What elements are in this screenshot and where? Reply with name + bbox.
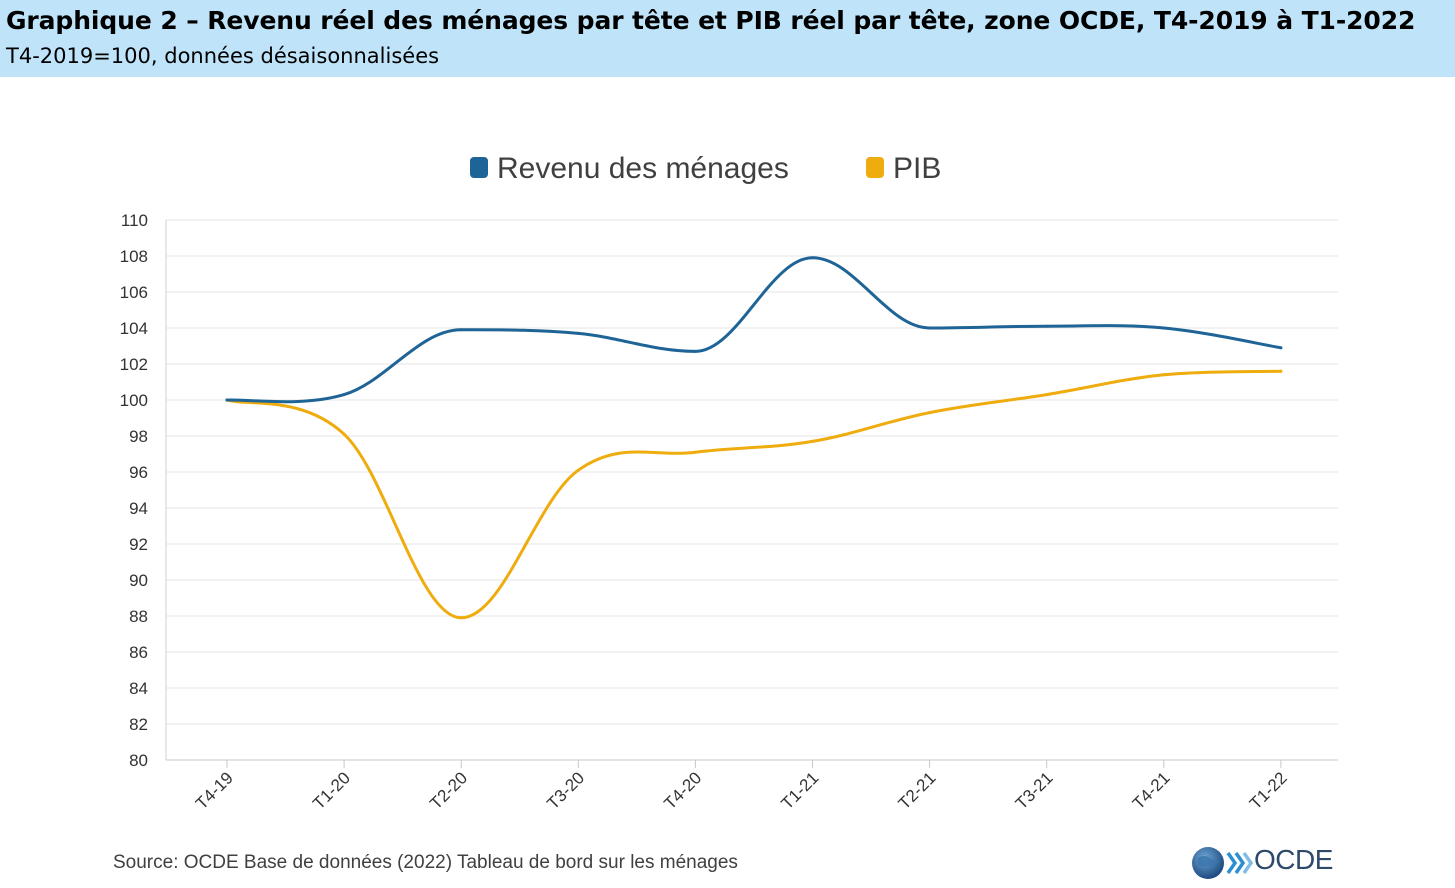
x-tick-label: T3-21 <box>1012 768 1057 813</box>
logo-text: OCDE <box>1254 844 1333 875</box>
x-tick-label: T2-21 <box>895 768 940 813</box>
gridlines <box>166 219 1338 725</box>
y-tick-label: 96 <box>129 463 148 482</box>
x-tick-label: T1-20 <box>309 768 354 813</box>
y-tick-label: 84 <box>129 679 148 698</box>
y-tick-labels: 80 82 84 86 88 90 92 94 96 98 100 102 104 106 108 110 <box>120 211 148 770</box>
data-point <box>342 393 346 397</box>
chart-title: Graphique 2 – Revenu réel des ménages pa… <box>6 6 1416 35</box>
data-point <box>811 256 814 260</box>
data-point <box>1045 393 1049 397</box>
y-tick-label: 80 <box>129 751 148 770</box>
y-tick-label: 104 <box>120 319 148 338</box>
y-tick-label: 94 <box>129 499 148 518</box>
y-tick-label: 106 <box>120 283 148 302</box>
data-point <box>342 432 346 436</box>
data-point <box>225 398 229 402</box>
y-tick-label: 88 <box>129 607 148 626</box>
x-tick-label: T2-20 <box>426 768 471 813</box>
axes <box>165 220 1338 768</box>
y-tick-label: 90 <box>129 571 148 590</box>
x-tick-label: T4-21 <box>1129 768 1174 813</box>
y-tick-label: 92 <box>129 535 148 554</box>
y-tick-label: 82 <box>129 715 148 734</box>
y-tick-label: 100 <box>120 391 148 410</box>
data-point <box>1162 373 1166 377</box>
data-point <box>576 331 580 335</box>
series-line-revenu <box>225 256 1283 404</box>
data-point <box>459 328 463 332</box>
data-point <box>1279 369 1283 373</box>
globe-icon <box>1192 847 1254 879</box>
data-point <box>811 439 814 443</box>
legend-label: PIB <box>893 152 941 185</box>
legend: Revenu des ménages PIB <box>470 152 941 185</box>
data-point <box>928 411 932 415</box>
legend-label: Revenu des ménages <box>497 152 789 185</box>
data-point <box>1162 326 1166 330</box>
data-point <box>693 450 697 454</box>
y-tick-label: 110 <box>121 211 148 230</box>
data-point <box>459 616 463 620</box>
series-lines <box>225 256 1283 620</box>
series-line-pib <box>225 369 1283 620</box>
y-tick-label: 86 <box>129 643 148 662</box>
legend-swatch <box>470 157 488 178</box>
data-point <box>928 326 932 330</box>
data-point <box>1279 346 1283 350</box>
y-tick-label: 108 <box>120 247 148 266</box>
data-point <box>576 468 580 472</box>
y-tick-label: 102 <box>120 355 148 374</box>
oecd-logo: OCDE <box>1190 844 1355 884</box>
x-tick-label: T1-21 <box>778 768 823 813</box>
x-tick-label: T4-20 <box>660 768 705 813</box>
data-point <box>693 349 697 353</box>
x-tick-label: T4-19 <box>192 768 237 813</box>
x-tick-labels: T4-19 T1-20 T2-20 T3-20 T4-20 T1-21 T2-21 T3-21… <box>192 768 1291 813</box>
data-point <box>1045 324 1049 328</box>
source-note: Source: OCDE Base de données (2022) Tabl… <box>113 852 738 873</box>
y-tick-label: 98 <box>129 427 148 446</box>
x-tick-label: T3-20 <box>543 768 588 813</box>
x-tick-label: T1-22 <box>1246 768 1291 813</box>
header-bar: Graphique 2 – Revenu réel des ménages pa… <box>0 0 1455 77</box>
chart-subtitle: T4-2019=100, données désaisonnalisées <box>6 44 440 68</box>
legend-swatch <box>866 157 884 178</box>
